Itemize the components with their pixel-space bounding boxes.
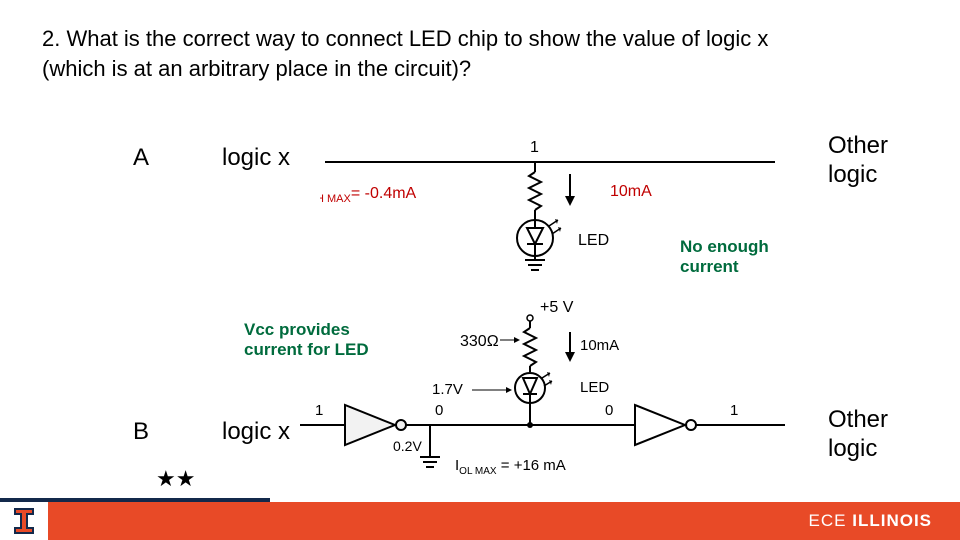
led-current-a: 10mA (610, 183, 652, 200)
out-0: 0 (605, 402, 613, 419)
led-label-a: LED (578, 232, 609, 249)
node-1-label: 1 (530, 140, 539, 156)
r-val: 330Ω (460, 333, 499, 350)
iol-val: = +16 mA (497, 457, 566, 474)
block-i-logo (0, 502, 48, 540)
ioh-val: = -0.4mA (351, 185, 417, 202)
mid-led-label: LED (580, 379, 609, 396)
option-a-letter: A (133, 144, 149, 172)
diagram-mid: +5 V 330Ω 10mA LED 1.7 (430, 300, 660, 405)
option-b-right-label: Other logic (828, 406, 888, 464)
out-1: 1 (730, 402, 738, 419)
option-a-right-label: Other logic (828, 132, 888, 190)
footer-ece: ECE (809, 511, 847, 530)
in-1: 1 (315, 402, 323, 419)
svg-text:IOH MAX= -0.4mA: IOH MAX= -0.4mA (320, 185, 417, 205)
mid-0: 0 (435, 402, 443, 419)
stars: ★★ (156, 466, 195, 492)
svg-text:IOL MAX = +16 mA: IOL MAX = +16 mA (455, 457, 566, 477)
vlow: 0.2V (393, 438, 422, 454)
footer: ECE ILLINOIS (0, 502, 960, 540)
note-no-current: No enough current (680, 237, 769, 278)
footer-illinois: ILLINOIS (847, 511, 933, 530)
footer-right-text: ECE ILLINOIS (809, 511, 960, 531)
question-text: 2. What is the correct way to connect LE… (42, 24, 802, 83)
option-b-letter: B (133, 418, 149, 446)
diagram-b: 1 0 0 1 0.2V IOL MAX = +16 mA (275, 395, 815, 485)
vcc-label: +5 V (540, 300, 574, 316)
slide: 2. What is the correct way to connect LE… (0, 0, 960, 540)
mid-current: 10mA (580, 337, 619, 354)
ioh-sub: OH MAX (320, 193, 352, 205)
note-vcc: Vcc provides current for LED (244, 320, 369, 361)
iol-sub: OL MAX (459, 466, 497, 477)
option-a-left-label: logic x (222, 144, 290, 172)
